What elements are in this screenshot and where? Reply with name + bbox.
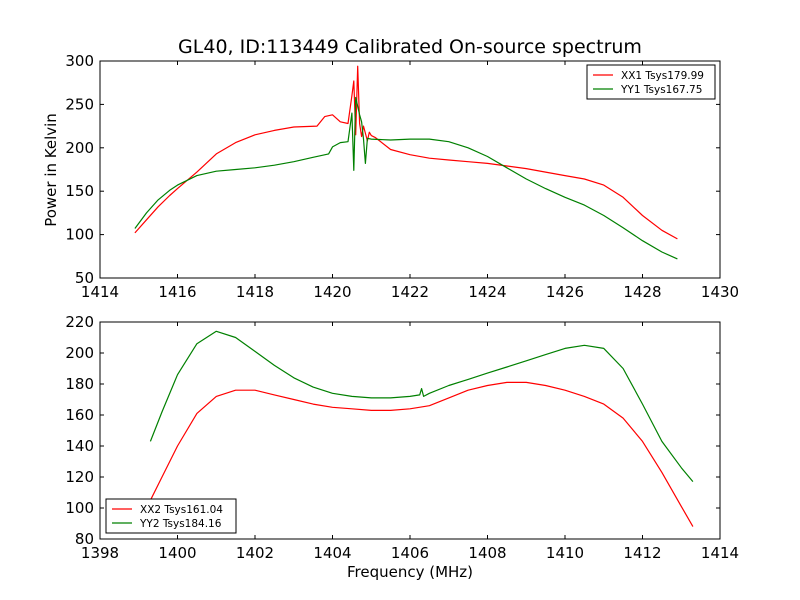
legend-label: XX1 Tsys179.99 — [621, 70, 704, 82]
x-tick-label: 1426 — [546, 283, 584, 301]
x-tick-label: 1416 — [158, 283, 196, 301]
y-tick-label: 250 — [65, 95, 94, 113]
y-tick-label: 100 — [65, 499, 94, 517]
y-tick-label: 80 — [75, 530, 94, 548]
y-tick-label: 140 — [65, 437, 94, 455]
y-tick-label: 150 — [65, 182, 94, 200]
x-tick-label: 1404 — [313, 544, 351, 562]
series-lines — [149, 330, 694, 527]
x-tick-label: 1418 — [236, 283, 274, 301]
legend-box — [586, 64, 716, 100]
top-panel: 1414 1416 1418 1420 1422 1424 1426 1428 1430 50 10… — [42, 52, 739, 301]
figure-title: GL40, ID:113449 Calibrated On-source spe… — [178, 36, 642, 58]
y-tick-label: 300 — [65, 52, 94, 70]
x-tick-label: 1402 — [236, 544, 274, 562]
y-tick-label: 180 — [65, 375, 94, 393]
series-line-1 — [134, 65, 678, 240]
series-line-2 — [149, 330, 694, 482]
y-tick-label: 200 — [65, 344, 94, 362]
y-tick-label: 160 — [65, 406, 94, 424]
y-tick-label: 120 — [65, 468, 94, 486]
x-tick-label: 1406 — [391, 544, 429, 562]
x-tick-label: 1414 — [701, 544, 739, 562]
legend-label: XX2 Tsys161.04 — [140, 504, 223, 516]
x-tick-label: 1422 — [391, 283, 429, 301]
legend-box — [105, 498, 237, 534]
y-tick-label: 50 — [75, 269, 94, 287]
x-tick-label: 1410 — [546, 544, 584, 562]
y-tick-label: 200 — [65, 139, 94, 157]
x-tick-label: 1408 — [468, 544, 506, 562]
y-tick-label: 220 — [65, 313, 94, 331]
legend-label: YY1 Tsys167.75 — [620, 84, 702, 96]
series-line-2 — [134, 96, 678, 260]
y-tick-label: 100 — [65, 226, 94, 244]
series-lines — [134, 65, 678, 260]
x-tick-label: 1420 — [313, 283, 351, 301]
x-tick-label: 1424 — [468, 283, 506, 301]
x-tick-label: 1412 — [623, 544, 661, 562]
series-line-1 — [149, 381, 694, 527]
x-tick-label: 1428 — [623, 283, 661, 301]
bottom-x-axis-label: Frequency (MHz) — [347, 563, 473, 581]
x-tick-label: 1430 — [701, 283, 739, 301]
x-tick-label: 1398 — [81, 544, 119, 562]
x-tick-label: 1414 — [81, 283, 119, 301]
x-tick-label: 1400 — [158, 544, 196, 562]
y-axis-label: Power in Kelvin — [42, 113, 60, 227]
legend-label: YY2 Tsys184.16 — [139, 518, 222, 530]
bottom-panel: 1398 1400 1402 1404 1406 1408 1410 1412 1414 80 10… — [65, 313, 739, 562]
legend: XX2 Tsys161.04 YY2 Tsys184.16 — [105, 498, 237, 534]
legend: XX1 Tsys179.99 YY1 Tsys167.75 — [586, 64, 716, 100]
